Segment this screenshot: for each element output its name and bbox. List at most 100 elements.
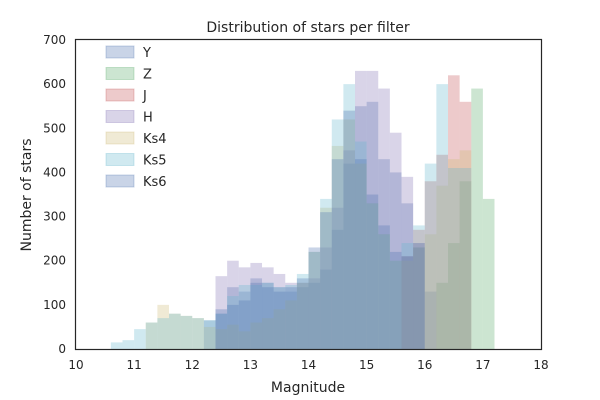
bar-j [436,154,448,349]
legend-label: J [142,89,147,104]
bar-ks4 [157,304,170,349]
bar-y [424,291,437,349]
bar-h [250,262,263,349]
bar-h [296,282,309,349]
bar-ks4 [366,203,379,349]
legend-label: Y [142,46,151,61]
bar-y [238,291,251,349]
legend-swatch [105,174,135,188]
legend-item: Z [105,67,152,83]
bar-ks5 [459,168,472,349]
bar-ks5 [366,203,379,349]
bar-ks6 [296,278,309,349]
bar-ks5 [180,315,193,349]
bar-y [413,243,425,349]
bar-ks4 [413,247,425,349]
bar-h [355,70,367,350]
bar-ks6 [273,291,286,349]
bar-ks6 [308,247,321,349]
legend-item: J [105,88,147,104]
bar-h [227,260,239,349]
bar-y [320,269,332,349]
bar-ks5 [215,313,228,349]
legend-label: Z [143,68,152,83]
legend-item: Ks6 [105,174,167,190]
bar-z [482,198,495,349]
legend-swatch [105,67,135,80]
bar-y [285,291,297,349]
bar-ks6 [320,212,332,349]
series-y [203,101,437,350]
bar-ks4 [296,282,309,349]
series-h [215,70,425,350]
x-axis-title: Magnitude [271,380,345,396]
bar-ks5 [378,234,390,349]
legend-swatch [105,110,135,123]
bar-ks4 [169,313,181,349]
bar-ks5 [436,84,448,349]
legend-label: H [143,111,153,126]
bar-y [250,278,263,349]
bar-j [459,101,472,349]
x-tick-label: 17 [475,358,490,372]
bar-ks4 [145,322,158,349]
bar-ks4 [273,309,286,349]
bar-h [401,176,414,349]
legend-swatch [105,88,135,102]
bar-ks5 [285,284,297,349]
x-tick-label: 14 [301,358,316,372]
y-axis-ticks: 0 100 200 300 400 500 600 700 [43,33,66,356]
bar-h [238,267,251,349]
bar-h [273,273,286,349]
bar-ks5 [262,282,274,349]
bar-y [366,101,379,349]
y-tick-label: 600 [43,77,66,91]
bar-ks4 [238,331,251,349]
bar-y [355,106,367,350]
bar-h [215,276,228,349]
legend-swatch [105,131,135,145]
legend-label: Ks6 [143,175,167,190]
series-ks6 [215,110,425,349]
bar-ks4 [308,251,321,349]
bar-ks5 [238,284,251,349]
x-tick-label: 12 [185,358,200,372]
legend-item: Ks5 [105,153,167,169]
bar-h [378,88,390,349]
bar-ks6 [366,194,379,349]
bar-ks4 [331,145,344,349]
bar-y [378,159,390,349]
bar-ks4 [459,150,472,349]
legend-item: H [105,110,153,126]
series-ks4 [145,119,472,350]
bar-ks6 [238,300,251,349]
bar-ks6 [227,304,239,349]
bar-ks4 [378,234,390,349]
legend-item: Ks4 [105,131,167,147]
x-tick-label: 15 [359,358,374,372]
bar-ks5 [122,340,135,349]
x-tick-label: 16 [417,358,432,372]
bar-h [331,207,344,349]
bar-ks6 [413,247,425,349]
bar-ks6 [285,287,297,349]
bar-h [308,278,321,349]
bar-h [343,150,356,349]
bar-ks5 [145,322,158,349]
x-axis-ticks: 10 11 12 13 14 15 16 17 18 [68,358,548,372]
bar-ks6 [378,225,390,349]
bar-ks5 [448,168,460,349]
bar-y [343,163,356,349]
x-tick-label: 11 [126,358,141,372]
legend-swatch [105,153,135,166]
series-ks5 [110,84,472,350]
bar-ks5 [320,198,332,349]
bar-ks4 [285,300,297,349]
bar-h [320,247,332,349]
bar-h [366,70,379,350]
series-z [436,88,495,349]
bar-y [308,282,321,349]
bar-ks5 [296,273,309,349]
bar-y [331,229,344,349]
